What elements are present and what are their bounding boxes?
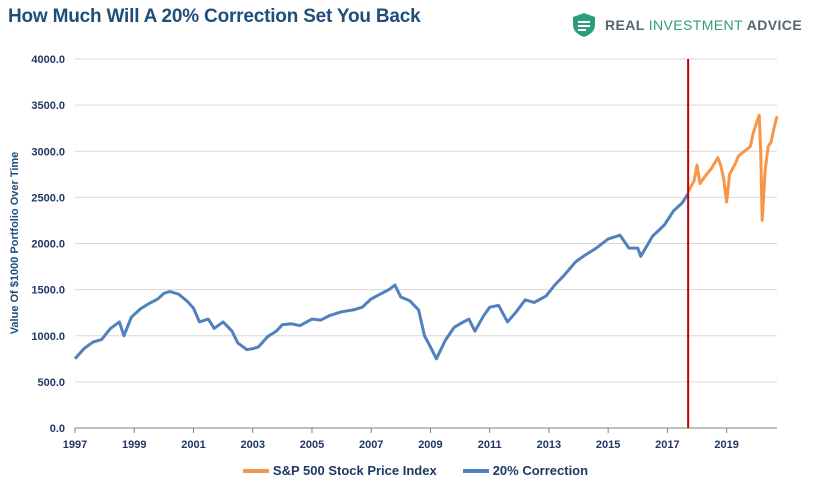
- legend-label-sp500: S&P 500 Stock Price Index: [272, 463, 437, 478]
- x-axis-ticks: 1997 1999 2001 2003 2005 2007 2009 2011 2013 2015…: [63, 428, 739, 451]
- brand-name: REAL INVESTMENT ADVICE: [605, 17, 803, 33]
- x-tick-label: 2001: [181, 439, 205, 451]
- y-tick-label: 1500.0: [31, 285, 65, 297]
- y-tick-label: 0.0: [50, 423, 65, 435]
- line-chart: 0.0 500.0 1000.0 1500.0 2000.0 2500.0 3000.0 35…: [9, 54, 779, 451]
- y-tick-label: 500.0: [37, 377, 65, 389]
- x-tick-label: 2011: [478, 439, 502, 451]
- legend: S&P 500 Stock Price Index 20% Correction: [0, 463, 831, 478]
- x-tick-label: 2003: [240, 439, 264, 451]
- y-tick-label: 3500.0: [31, 100, 65, 112]
- x-tick-label: 1999: [122, 439, 146, 451]
- x-tick-label: 2009: [418, 439, 442, 451]
- x-tick-label: 1997: [63, 439, 87, 451]
- x-tick-label: 2017: [655, 439, 679, 451]
- x-tick-label: 2019: [714, 439, 738, 451]
- brand-logo: REAL INVESTMENT ADVICE: [571, 12, 802, 38]
- legend-item-sp500: S&P 500 Stock Price Index: [242, 463, 437, 478]
- x-tick-label: 2007: [359, 439, 383, 451]
- y-axis-ticks: 0.0 500.0 1000.0 1500.0 2000.0 2500.0 3000.0 35…: [31, 54, 65, 435]
- legend-label-correction: 20% Correction: [492, 463, 589, 478]
- y-tick-label: 1000.0: [31, 331, 65, 343]
- series-line-sp500: [686, 113, 779, 222]
- legend-swatch-correction: [462, 468, 489, 473]
- shield-icon: [573, 13, 595, 37]
- x-tick-label: 2015: [596, 439, 620, 451]
- y-tick-label: 2000.0: [31, 239, 65, 251]
- y-axis-label: Value Of $1000 Portfolio Over Time: [9, 152, 21, 335]
- x-tick-label: 2013: [537, 439, 561, 451]
- chart-title: How Much Will A 20% Correction Set You B…: [8, 6, 421, 27]
- series-lines: [73, 113, 779, 361]
- series-line-correction: [73, 192, 690, 361]
- y-tick-label: 4000.0: [31, 54, 65, 66]
- gridlines: [75, 58, 777, 429]
- legend-item-correction: 20% Correction: [462, 463, 589, 478]
- y-tick-label: 2500.0: [31, 192, 65, 204]
- x-tick-label: 2005: [300, 439, 324, 451]
- legend-swatch-sp500: [242, 468, 269, 473]
- y-tick-label: 3000.0: [31, 146, 65, 158]
